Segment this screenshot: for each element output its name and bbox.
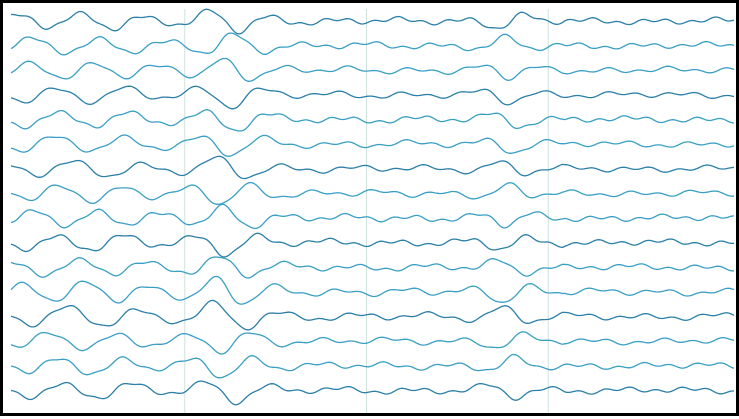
eeg-channel-1-trace [11, 8, 735, 35]
eeg-channel-11-trace [10, 256, 735, 279]
eeg-channel-9-trace [10, 203, 735, 230]
eeg-channel-8-trace [10, 181, 735, 205]
eeg-channel-5-trace [10, 109, 735, 132]
eeg-channel-4-trace [10, 85, 735, 110]
eeg-channel-13-trace [10, 299, 735, 331]
eeg-channel-16-trace [10, 380, 734, 406]
eeg-waveform-canvas [10, 8, 735, 413]
eeg-channel-traces [10, 8, 735, 406]
eeg-channel-10-trace [10, 232, 735, 258]
eeg-channel-3-trace [10, 57, 735, 82]
eeg-channel-14-trace [10, 331, 735, 355]
epoch-gridlines [184, 9, 549, 413]
eeg-channel-15-trace [10, 353, 735, 379]
eeg-channel-2-trace [10, 32, 735, 56]
eeg-channel-12-trace [10, 275, 735, 305]
eeg-channel-6-trace [10, 134, 735, 157]
eeg-channel-7-trace [10, 155, 734, 180]
